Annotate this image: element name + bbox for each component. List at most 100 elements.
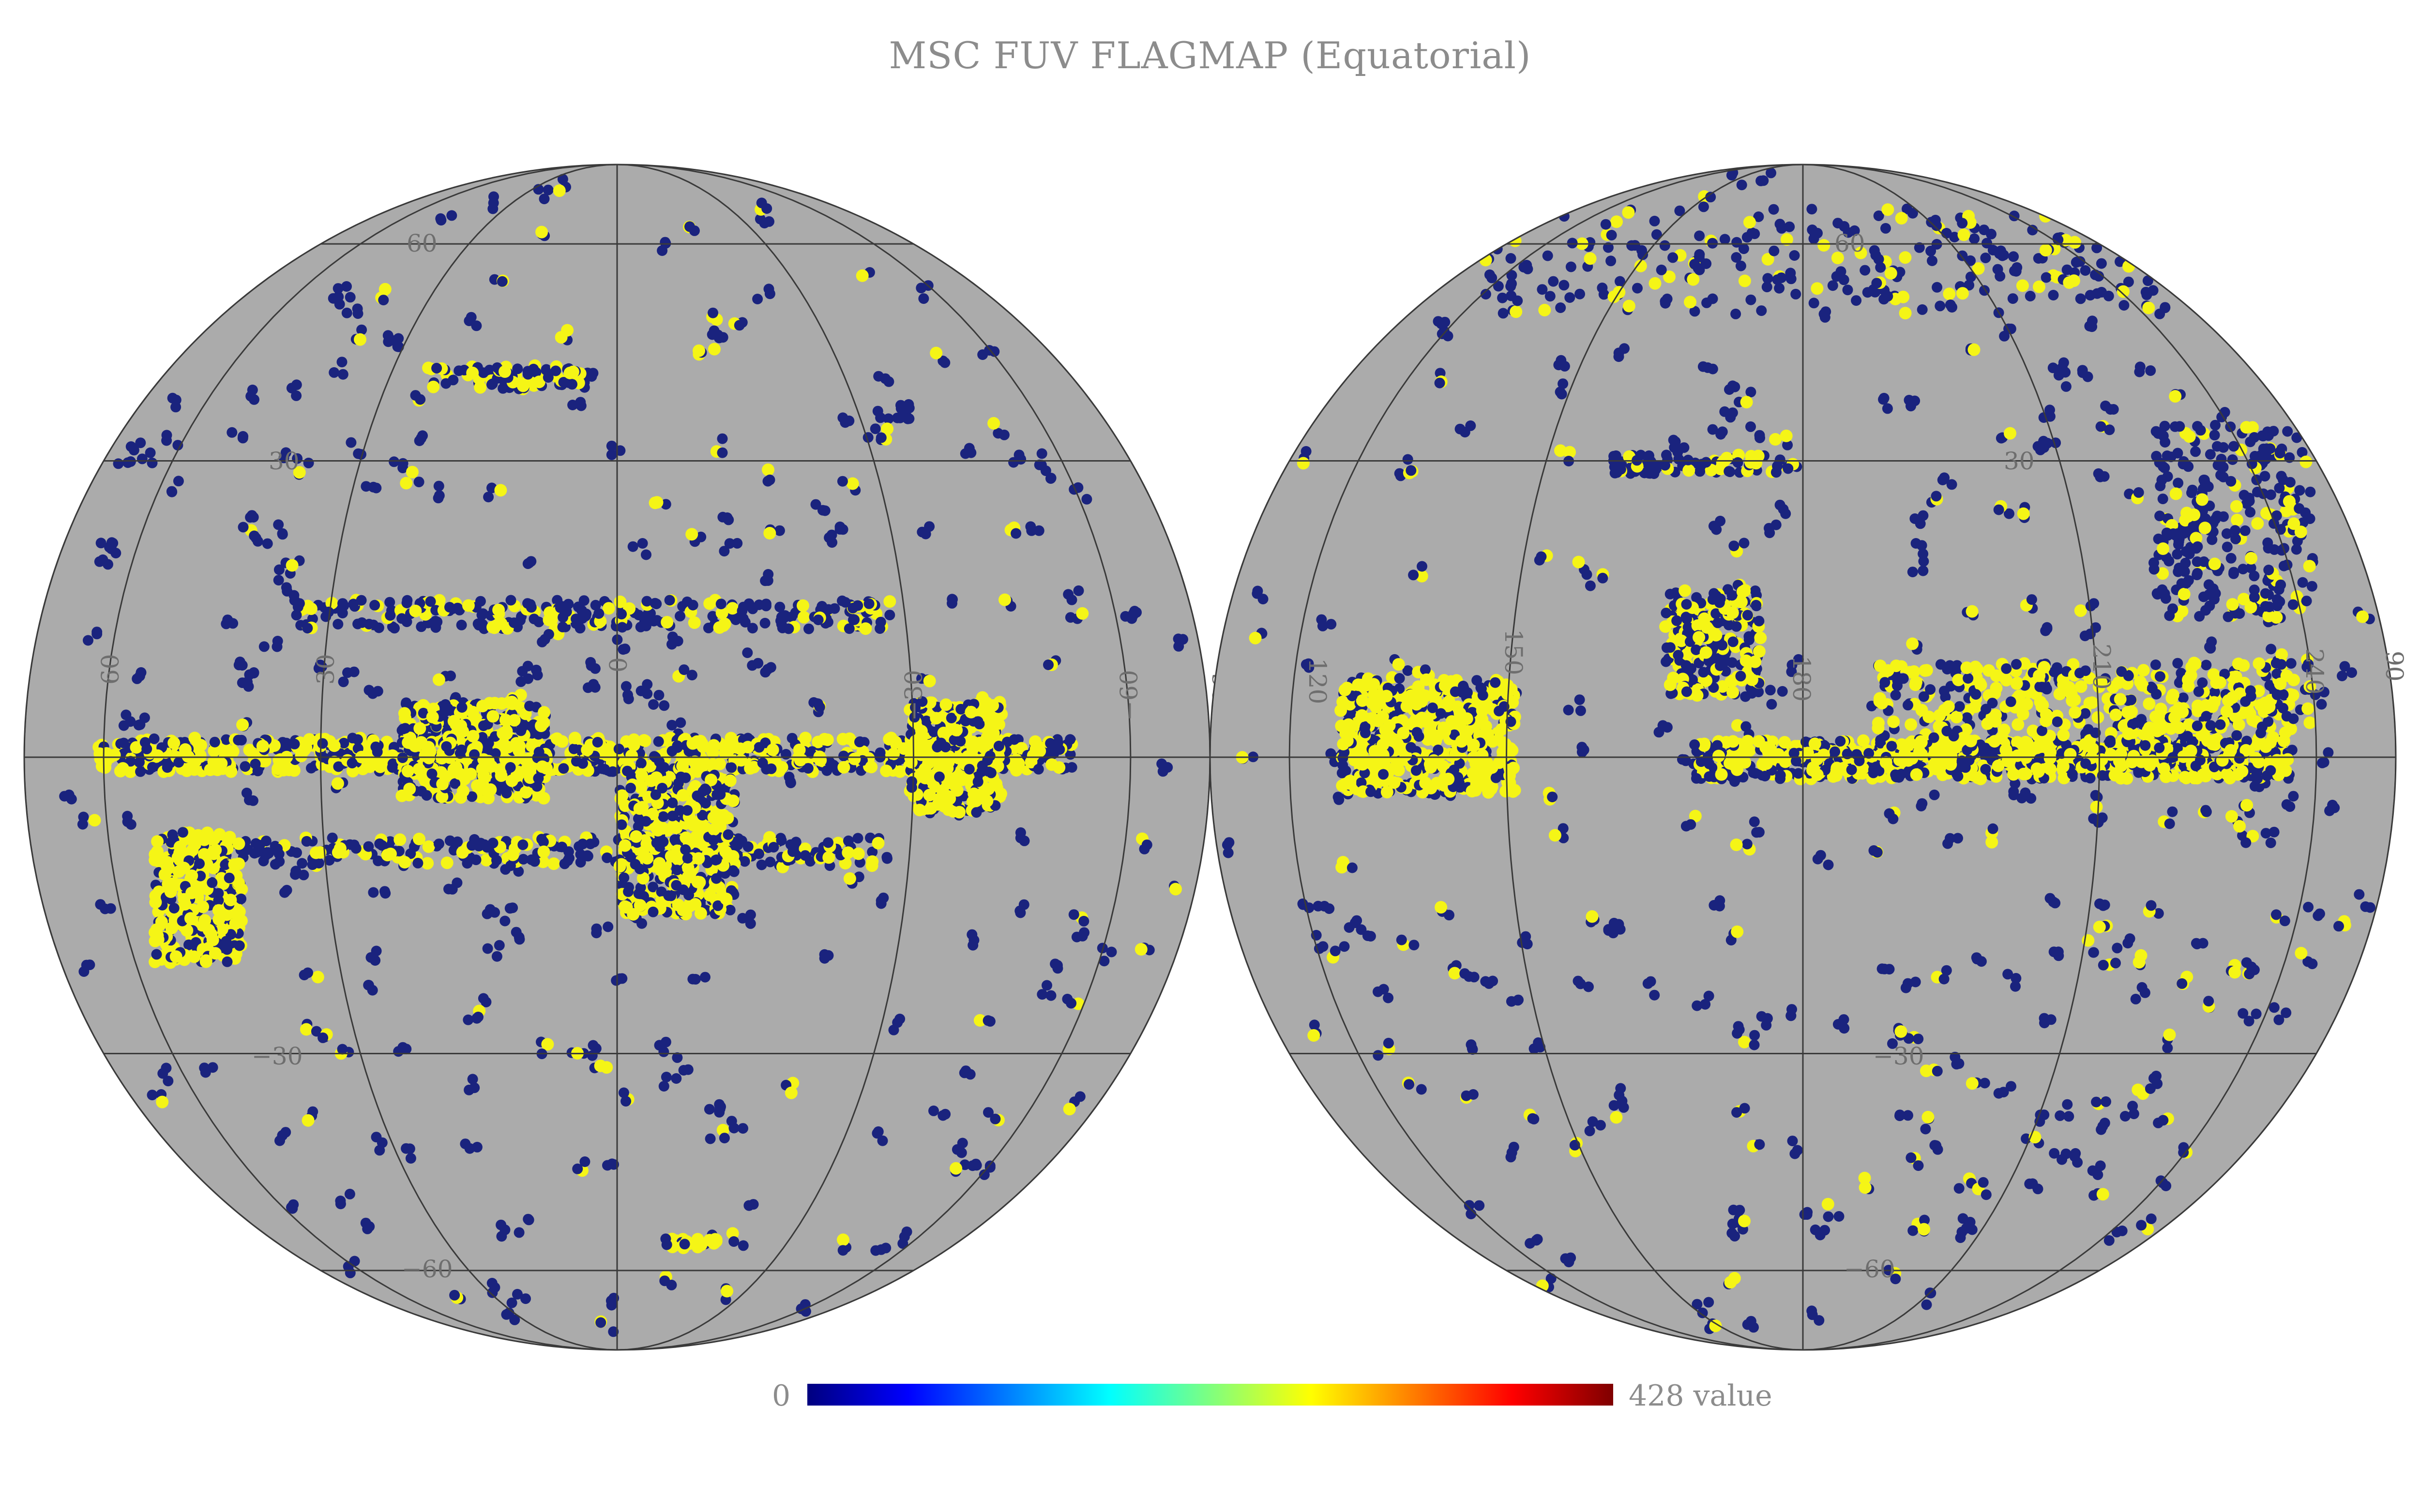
coverage-marker-high (456, 725, 469, 738)
coverage-marker-high (2090, 800, 2103, 813)
coverage-marker-high (843, 732, 856, 745)
coverage-marker-low (282, 585, 293, 597)
coverage-marker-low (895, 403, 907, 414)
coverage-marker-low (400, 723, 411, 734)
coverage-marker-low (318, 1032, 329, 1043)
coverage-marker-low (2360, 901, 2371, 912)
coverage-marker-high (794, 754, 807, 766)
coverage-marker-low (511, 927, 522, 938)
coverage-marker-low (717, 447, 728, 458)
coverage-marker-low (606, 440, 617, 451)
coverage-marker-low (964, 763, 975, 775)
coverage-marker-low (664, 595, 675, 606)
coverage-marker-low (1536, 551, 1547, 562)
coverage-marker-high (1169, 883, 1182, 896)
coverage-marker-low (393, 1046, 404, 1057)
coverage-marker-high (1821, 1198, 1834, 1211)
coverage-marker-low (606, 449, 617, 460)
coverage-marker-low (2010, 981, 2021, 992)
coverage-marker-low (768, 842, 779, 853)
coverage-marker-low (623, 886, 634, 897)
coverage-marker-low (1907, 1225, 1919, 1236)
coverage-marker-low (894, 1014, 906, 1024)
coverage-marker-low (1033, 763, 1044, 775)
coverage-marker-low (347, 758, 358, 769)
coverage-marker-low (496, 1231, 507, 1242)
coverage-marker-low (352, 734, 363, 745)
coverage-marker-low (558, 763, 569, 774)
coverage-marker-high (1730, 838, 1743, 851)
coverage-marker-high (393, 833, 407, 846)
coverage-marker-high (555, 331, 568, 344)
coverage-marker-low (369, 599, 380, 611)
coverage-marker-low (1556, 355, 1567, 366)
coverage-marker-low (897, 1238, 908, 1249)
coverage-marker-low (1729, 381, 1740, 392)
coverage-marker-low (595, 1317, 606, 1328)
coverage-marker-low (821, 765, 832, 776)
coverage-marker-low (657, 245, 668, 256)
coverage-marker-low (678, 1065, 689, 1076)
coverage-marker-low (1668, 434, 1679, 446)
coverage-marker-high (766, 743, 779, 756)
coverage-marker-low (233, 734, 244, 746)
coverage-marker-low (579, 1156, 590, 1167)
coverage-marker-low (425, 596, 436, 607)
coverage-marker-low (1916, 801, 1927, 811)
coverage-marker-high (151, 835, 164, 848)
coverage-marker-low (726, 1116, 737, 1127)
coverage-marker-low (690, 973, 701, 985)
coverage-marker-low (620, 681, 632, 692)
coverage-marker-low (1043, 659, 1054, 670)
coverage-marker-low (998, 429, 1010, 440)
coverage-marker-low (1918, 548, 1929, 559)
coverage-marker-low (2279, 915, 2290, 927)
coverage-marker-high (1966, 605, 1979, 618)
coverage-marker-low (780, 612, 790, 623)
coverage-marker-high (965, 705, 978, 719)
coverage-marker-high (156, 1095, 169, 1108)
coverage-marker-low (1906, 1152, 1917, 1163)
coverage-marker-low (273, 575, 284, 586)
coverage-marker-high (309, 846, 322, 859)
coverage-marker-low (1531, 1235, 1542, 1246)
coverage-marker-low (234, 657, 245, 667)
coverage-marker-low (633, 813, 644, 824)
coverage-marker-low (434, 838, 444, 850)
coverage-marker-low (1042, 980, 1052, 991)
coverage-marker-high (209, 843, 222, 856)
coverage-marker-low (173, 476, 184, 487)
coverage-marker-low (653, 736, 664, 747)
coverage-marker-low (2197, 938, 2208, 949)
left-lon-label-30: 30 (312, 654, 340, 685)
coverage-marker-low (661, 1072, 672, 1082)
coverage-marker-low (2092, 1169, 2103, 1180)
coverage-marker-low (2008, 786, 2019, 797)
coverage-marker-low (939, 357, 951, 368)
coverage-marker-low (1749, 816, 1760, 827)
coverage-marker-low (440, 378, 452, 389)
coverage-marker-low (707, 329, 718, 340)
left-lat-label-m60: −60 (402, 1255, 453, 1283)
coverage-marker-low (2153, 1117, 2164, 1128)
coverage-marker-low (2146, 1213, 2157, 1224)
coverage-marker-low (618, 1087, 629, 1098)
coverage-marker-low (1417, 561, 1427, 572)
coverage-marker-high (939, 698, 953, 711)
coverage-marker-high (456, 784, 469, 797)
coverage-marker-low (360, 1217, 371, 1228)
coverage-marker-low (488, 191, 499, 202)
coverage-marker-low (539, 194, 550, 205)
coverage-marker-low (590, 1043, 602, 1054)
coverage-marker-low (675, 611, 685, 622)
coverage-marker-low (333, 283, 344, 294)
coverage-marker-low (928, 1105, 939, 1116)
coverage-marker-low (1703, 990, 1714, 1002)
coverage-marker-low (704, 1104, 715, 1115)
coverage-marker-low (416, 786, 427, 797)
coverage-marker-low (2327, 799, 2338, 810)
coverage-marker-low (823, 837, 833, 848)
coverage-marker-high (881, 422, 894, 435)
coverage-marker-low (894, 412, 906, 423)
coverage-marker-low (2057, 1154, 2068, 1165)
